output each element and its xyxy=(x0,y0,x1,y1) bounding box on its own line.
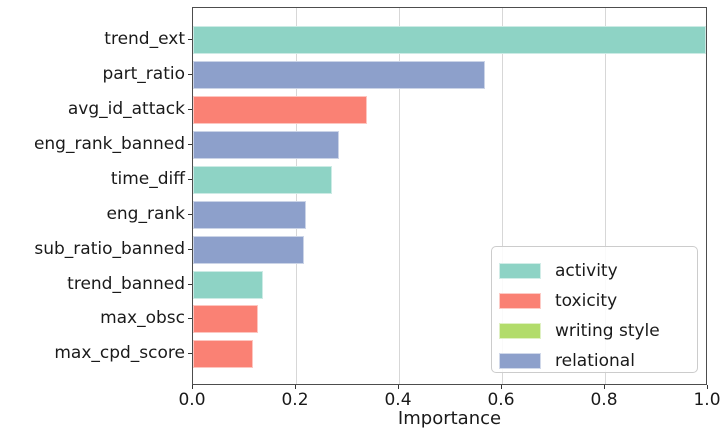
y-tickmark-trend_ext xyxy=(188,39,192,40)
x-tickmark-0.0 xyxy=(192,385,193,389)
legend-label-toxicity: toxicity xyxy=(555,291,618,311)
y-tickmark-sub_ratio_banned xyxy=(188,248,192,250)
y-tickmark-max_obsc xyxy=(188,318,192,320)
legend-item-writing_style: writing style xyxy=(499,316,697,346)
bar-max_cpd_score xyxy=(193,340,254,369)
y-label-max_obsc: max_obsc xyxy=(100,308,185,329)
x-ticklabel-0.6: 0.6 xyxy=(487,390,515,410)
x-ticklabel-1.0: 1.0 xyxy=(693,390,720,410)
x-ticklabel-0.0: 0.0 xyxy=(178,390,206,410)
y-tickmark-eng_rank xyxy=(188,213,192,215)
y-tickmark-avg_id_attack xyxy=(188,108,192,110)
x-tickmark-1.0 xyxy=(707,385,708,389)
legend: activity toxicity writing style relational xyxy=(491,246,698,373)
bar-eng_rank_banned xyxy=(193,130,340,159)
legend-label-relational: relational xyxy=(555,351,635,371)
y-label-trend_banned: trend_banned xyxy=(67,273,185,294)
legend-item-relational: relational xyxy=(499,346,697,376)
y-label-max_cpd_score: max_cpd_score xyxy=(54,343,185,364)
y-label-sub_ratio_banned: sub_ratio_banned xyxy=(34,238,185,259)
bar-avg_id_attack xyxy=(193,95,368,124)
x-axis-title: Importance xyxy=(397,408,502,429)
legend-swatch-relational xyxy=(499,353,541,369)
x-tickmark-0.4 xyxy=(398,385,399,389)
gridline-0.2 xyxy=(296,8,297,384)
bar-time_diff xyxy=(193,165,332,194)
bar-part_ratio xyxy=(193,60,486,89)
y-label-time_diff: time_diff xyxy=(110,168,185,189)
bar-trend_banned xyxy=(193,270,264,299)
y-tickmark-time_diff xyxy=(188,178,192,180)
plot-area: activity toxicity writing style relational xyxy=(192,7,707,385)
y-label-part_ratio: part_ratio xyxy=(102,63,185,84)
legend-label-activity: activity xyxy=(555,261,618,281)
y-label-eng_rank_banned: eng_rank_banned xyxy=(33,133,185,154)
bar-sub_ratio_banned xyxy=(193,235,305,264)
legend-swatch-toxicity xyxy=(499,293,541,309)
y-tickmark-max_cpd_score xyxy=(188,353,192,355)
x-tickmark-0.6 xyxy=(501,385,502,389)
y-label-trend_ext: trend_ext xyxy=(104,29,185,49)
legend-item-toxicity: toxicity xyxy=(499,286,697,316)
y-tickmark-eng_rank_banned xyxy=(188,143,192,145)
x-ticklabel-0.2: 0.2 xyxy=(281,390,309,410)
legend-swatch-writing_style xyxy=(499,323,541,339)
gridline-0.4 xyxy=(399,8,400,384)
gridline-0.8 xyxy=(605,8,606,384)
x-tickmark-0.2 xyxy=(295,385,296,389)
bar-eng_rank xyxy=(193,200,306,229)
gridline-0.6 xyxy=(502,8,503,384)
y-label-eng_rank: eng_rank xyxy=(106,203,185,224)
bar-trend_ext xyxy=(193,26,706,54)
bar-max_obsc xyxy=(193,305,258,334)
y-tickmark-trend_banned xyxy=(188,283,192,285)
x-ticklabel-0.4: 0.4 xyxy=(384,390,412,410)
legend-item-activity: activity xyxy=(499,256,697,286)
legend-swatch-activity xyxy=(499,263,541,279)
x-tickmark-0.8 xyxy=(604,385,605,389)
x-ticklabel-0.8: 0.8 xyxy=(590,390,618,410)
y-tickmark-part_ratio xyxy=(188,73,192,75)
legend-label-writing_style: writing style xyxy=(555,321,660,341)
y-label-avg_id_attack: avg_id_attack xyxy=(67,98,185,119)
